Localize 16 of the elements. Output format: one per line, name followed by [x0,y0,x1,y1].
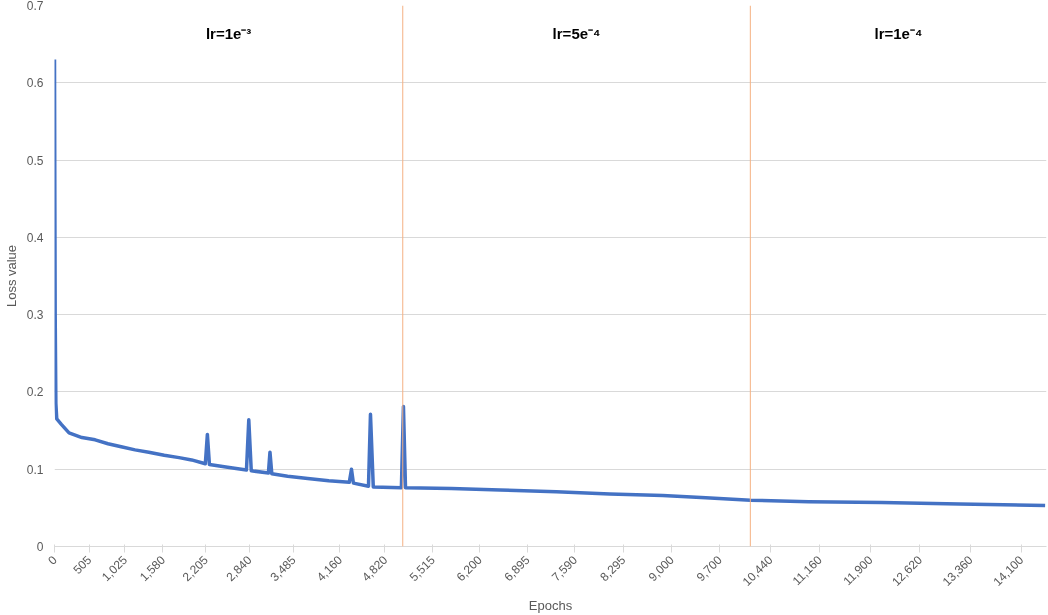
y-tick-label: 0 [36,540,44,554]
annotation: lr=5e⁻⁴ [552,24,601,42]
x-axis-title: Epochs [528,597,573,613]
y-tick-label: 0.3 [26,308,44,323]
y-tick-label: 0.7 [26,0,44,13]
x-tick-label: 0 [45,552,61,568]
y-tick-label: 0.6 [26,76,44,91]
y-tick-label: 0.5 [26,153,44,168]
y-tick-label: 0.1 [26,462,44,477]
y-tick-label: 0.2 [26,385,44,400]
annotation: lr=1e⁻³ [205,24,252,42]
y-tick-label: 0.4 [26,230,44,245]
line-series [54,57,1047,508]
y-axis-title: Loss value [3,244,19,308]
x-tick-label: 505 [70,552,95,577]
annotation: lr=1e⁻⁴ [874,24,923,42]
